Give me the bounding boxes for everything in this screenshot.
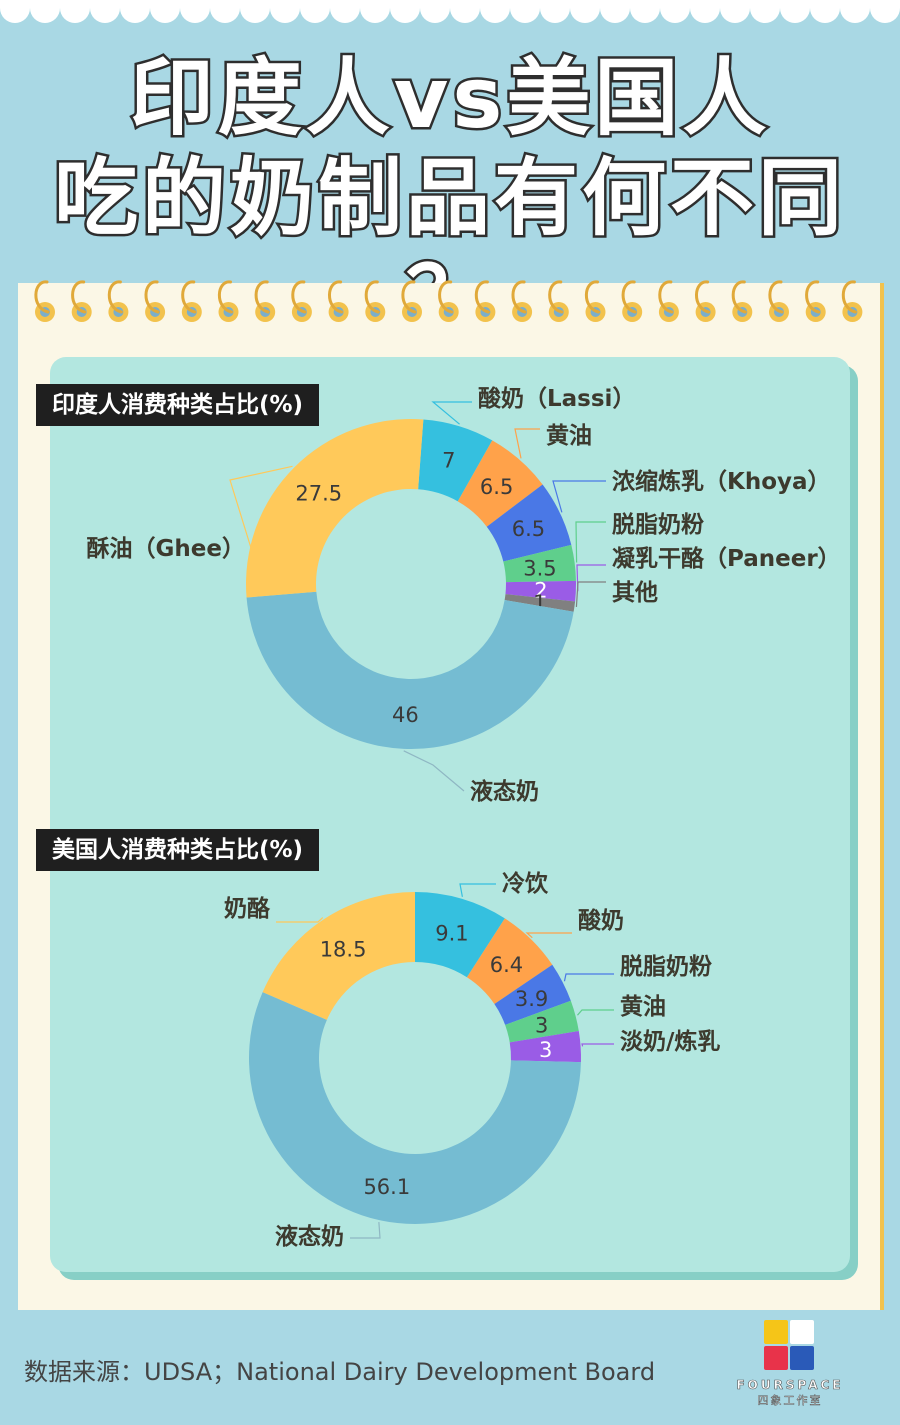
logo-text-en: FOURSPACE <box>736 1378 844 1393</box>
category-label: 浓缩炼乳（Khoya） <box>612 468 831 495</box>
donut-slice <box>486 484 572 562</box>
slice-value-label: 3.9 <box>515 987 548 1011</box>
category-label: 黄油 <box>546 423 592 449</box>
leader-line <box>229 465 293 549</box>
donut-chart-usa: 9.1 冷饮 6.4 酸奶 3.9 脱脂奶粉 3 黄油 3 淡奶/炼乳 56.1 液态奶 18.5 奶酪 <box>224 870 720 1250</box>
category-label: 奶酪 <box>224 896 271 922</box>
usa-chart-title: 美国人消费种类占比(%) <box>36 829 320 871</box>
donut-slice <box>415 892 505 978</box>
category-label: 淡奶/炼乳 <box>620 1028 720 1055</box>
category-label: 凝乳干酪（Paneer） <box>612 545 841 572</box>
category-label: 酸奶 <box>578 908 624 934</box>
leader-line <box>459 883 496 897</box>
slice-value-label: 6.5 <box>512 517 545 541</box>
slice-value-label: 46 <box>392 703 419 727</box>
leader-line <box>563 973 614 982</box>
category-label: 脱脂奶粉 <box>620 953 712 980</box>
donut-slice <box>504 594 576 612</box>
category-label: 冷饮 <box>502 870 549 897</box>
leader-line <box>581 1043 614 1047</box>
logo-text-zh: 四象工作室 <box>757 1394 823 1408</box>
donut-slice <box>466 918 553 1005</box>
slice-value-label: 18.5 <box>320 938 367 962</box>
india-chart-title: 印度人消费种类占比(%) <box>36 384 320 426</box>
foursapce-logo: FOURSPACE 四象工作室 <box>735 1318 845 1418</box>
donut-slice <box>505 580 576 602</box>
slice-value-label: 3 <box>535 1014 548 1038</box>
category-label: 黄油 <box>620 994 666 1020</box>
slice-value-label: 6.4 <box>490 953 523 977</box>
donut-slice <box>509 1031 581 1063</box>
leader-line <box>575 521 606 563</box>
donut-chart-india: 7 酸奶（Lassi） 6.5 黄油 6.5 浓缩炼乳（Khoya） 3.5 脱脂奶粉 2 凝乳干… <box>87 385 841 805</box>
slice-value-label: 7 <box>442 449 455 473</box>
category-label: 脱脂奶粉 <box>612 511 704 538</box>
donut-slice <box>262 892 415 1020</box>
donut-slice <box>248 992 581 1224</box>
slice-value-label: 9.1 <box>435 921 468 945</box>
slice-value-label: 27.5 <box>295 481 342 505</box>
leader-line <box>552 480 606 513</box>
slice-value-label: 3 <box>539 1038 552 1062</box>
data-source: 数据来源：UDSA；National Dairy Development Boa… <box>24 1358 656 1386</box>
category-label: 液态奶 <box>470 778 539 805</box>
slice-value-label: 3.5 <box>523 556 556 580</box>
donut-slice <box>503 544 576 583</box>
donut-slice <box>505 1000 579 1043</box>
category-label: 酸奶（Lassi） <box>478 385 635 412</box>
leader-line <box>514 428 540 459</box>
category-label: 其他 <box>612 580 658 606</box>
leader-line <box>577 1009 614 1016</box>
chart-panel <box>50 357 850 1272</box>
donut-slice <box>246 419 424 598</box>
leader-line <box>575 581 606 607</box>
donut-slice <box>246 591 574 749</box>
puzzle-logo-icon <box>764 1320 814 1370</box>
leader-line <box>576 564 606 592</box>
scallop-border <box>0 0 900 23</box>
leader-line <box>276 917 324 923</box>
title-line-2: 吃的奶制品有何不同 ？ <box>51 147 846 350</box>
slice-value-label: 6.5 <box>480 475 513 499</box>
donut-slice <box>418 419 493 502</box>
donut-slice <box>457 440 543 527</box>
donut-slice <box>494 964 571 1025</box>
category-label: 酥油（Ghee） <box>87 535 245 562</box>
spiral-rings <box>34 280 863 322</box>
category-label: 液态奶 <box>275 1223 344 1250</box>
leader-line <box>350 1222 381 1239</box>
slice-value-label: 56.1 <box>363 1175 410 1199</box>
slice-value-label: 2 <box>534 579 547 603</box>
leader-line <box>431 401 472 425</box>
leader-line <box>525 932 572 939</box>
title-line-1: 印度人vs美国人 <box>127 47 771 150</box>
leader-line <box>403 750 465 792</box>
